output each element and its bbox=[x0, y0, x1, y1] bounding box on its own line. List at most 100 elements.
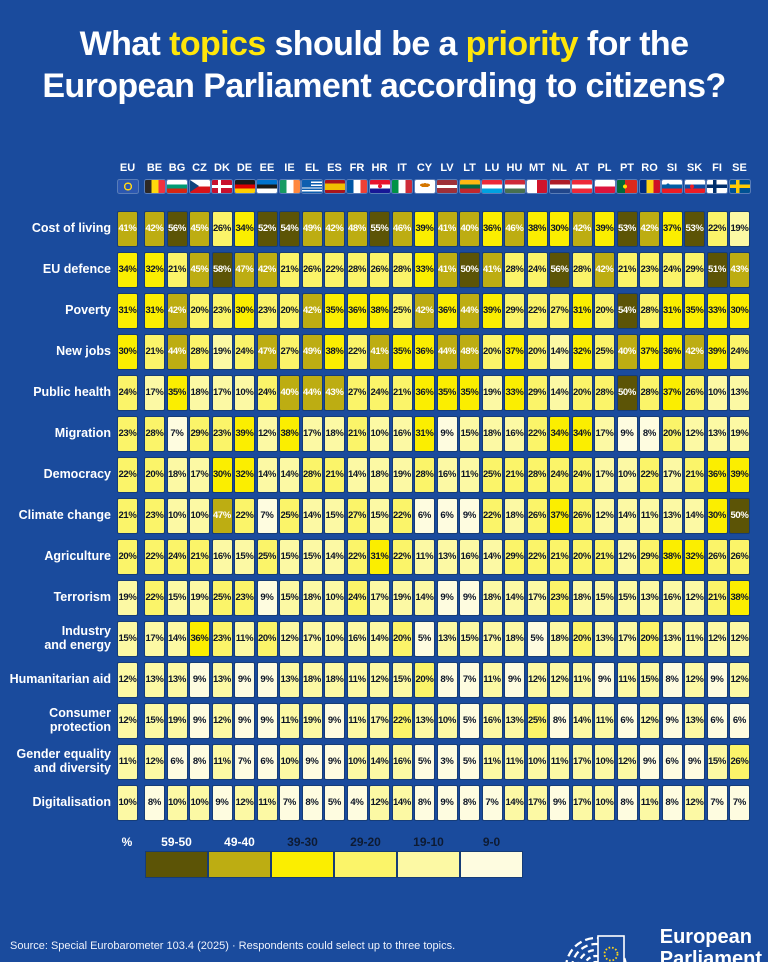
table-cell: 12% bbox=[594, 497, 615, 534]
table-cell: 27% bbox=[279, 333, 300, 370]
column-header-si: SI bbox=[662, 160, 683, 193]
table-cell: 15% bbox=[324, 497, 345, 534]
table-cell: 26% bbox=[729, 743, 750, 780]
table-cell: 34% bbox=[571, 415, 593, 452]
table-cell: 11% bbox=[616, 661, 638, 698]
country-code-label: EU bbox=[119, 161, 136, 174]
flag-ro-icon bbox=[639, 179, 660, 193]
table-cell: 21% bbox=[144, 333, 165, 370]
country-code-label: DE bbox=[236, 161, 253, 174]
column-header-el: EL bbox=[302, 160, 323, 193]
table-cell: 36% bbox=[414, 374, 435, 411]
table-cell: 18% bbox=[324, 415, 345, 452]
table-cell: 11% bbox=[549, 743, 570, 780]
table-cell: 22% bbox=[346, 538, 368, 575]
table-cell: 9% bbox=[594, 661, 615, 698]
table-cell: 10% bbox=[594, 743, 615, 780]
table-cell: 24% bbox=[661, 251, 683, 288]
country-code-label: EL bbox=[304, 161, 320, 174]
table-cell: 11% bbox=[504, 743, 525, 780]
table-cell: 15% bbox=[279, 579, 300, 616]
legend-bucket: 59-50 bbox=[145, 834, 208, 878]
table-cell: 12% bbox=[729, 661, 750, 698]
table-cell: 35% bbox=[684, 292, 705, 329]
country-code-label: NL bbox=[552, 161, 567, 174]
table-cell: 23% bbox=[117, 415, 138, 452]
row-label: Agriculture bbox=[44, 549, 111, 563]
table-cell: 13% bbox=[166, 661, 188, 698]
table-row: Terrorism 19% 22% 15% 19% 25% 23% 9% 15% 18% 10% 24… bbox=[0, 579, 768, 616]
table-cell: 14% bbox=[616, 497, 638, 534]
table-cell: 37% bbox=[661, 374, 683, 411]
column-header-sk: SK bbox=[684, 160, 705, 193]
table-cell: 12% bbox=[639, 702, 660, 739]
legend-bucket: 49-40 bbox=[208, 834, 271, 878]
table-cell: 12% bbox=[616, 538, 638, 575]
table-cell: 42% bbox=[144, 210, 165, 247]
table-cell: 14% bbox=[504, 784, 525, 821]
table-cell: 17% bbox=[594, 415, 615, 452]
table-cell: 23% bbox=[549, 579, 570, 616]
table-cell: 17% bbox=[369, 702, 390, 739]
table-cell: 31% bbox=[571, 292, 593, 329]
table-cell: 9% bbox=[504, 661, 525, 698]
table-cell: 15% bbox=[594, 579, 615, 616]
table-cell: 3% bbox=[436, 743, 458, 780]
table-cell: 20% bbox=[481, 333, 503, 370]
table-cell: 14% bbox=[256, 456, 278, 493]
european-parliament-logo: European Parliament bbox=[556, 918, 762, 962]
table-cell: 16% bbox=[436, 456, 458, 493]
table-cell: 9% bbox=[459, 579, 480, 616]
ep-logo-line1: European bbox=[659, 926, 752, 948]
table-cell: 29% bbox=[684, 251, 705, 288]
table-cell: 12% bbox=[684, 784, 705, 821]
legend-range-label: 59-50 bbox=[161, 834, 192, 849]
table-cell: 37% bbox=[639, 333, 660, 370]
table-cell: 38% bbox=[661, 538, 683, 575]
table-cell: 17% bbox=[144, 620, 165, 657]
heatmap-table: EU BE BG CZ DK DE EE IE EL ES FR HR IT CY LV LT LU HU MT NL… bbox=[0, 160, 768, 821]
country-code-label: PL bbox=[597, 161, 612, 174]
table-cell: 6% bbox=[616, 702, 638, 739]
hemicycle-icon bbox=[565, 935, 627, 962]
country-code-label: IE bbox=[284, 161, 295, 174]
table-cell: 19% bbox=[166, 702, 188, 739]
table-cell: 35% bbox=[459, 374, 480, 411]
flag-ie-icon bbox=[279, 179, 300, 193]
table-cell: 38% bbox=[526, 210, 548, 247]
table-cell: 36% bbox=[706, 456, 728, 493]
row-label: Digitalisation bbox=[32, 795, 111, 809]
column-header-bg: BG bbox=[167, 160, 188, 193]
table-cell: 13% bbox=[661, 497, 683, 534]
table-cell: 36% bbox=[414, 333, 435, 370]
table-cell: 7% bbox=[706, 784, 728, 821]
country-code-label: MT bbox=[529, 161, 545, 174]
table-cell: 44% bbox=[436, 333, 458, 370]
table-row: Industry and energy 15% 17% 14% 36% 23% 11% 20%… bbox=[0, 620, 768, 657]
table-cell: 5% bbox=[414, 743, 435, 780]
country-code-label: BE bbox=[146, 161, 163, 174]
table-cell: 12% bbox=[684, 415, 705, 452]
row-label: Consumer protection bbox=[49, 706, 111, 734]
table-cell: 20% bbox=[189, 292, 210, 329]
table-cell: 20% bbox=[526, 333, 548, 370]
table-cell: 39% bbox=[234, 415, 255, 452]
table-cell: 10% bbox=[526, 743, 548, 780]
row-label: Gender equality and diversity bbox=[16, 747, 111, 775]
table-cell: 30% bbox=[234, 292, 255, 329]
flag-lv-icon bbox=[437, 179, 457, 193]
table-cell: 24% bbox=[549, 456, 570, 493]
table-row: Democracy 22% 20% 18% 17% 30% 32% 14% 14% 28% 21% 1… bbox=[0, 456, 768, 493]
table-cell: 21% bbox=[166, 251, 188, 288]
table-cell: 47% bbox=[256, 333, 278, 370]
flag-el-icon bbox=[302, 179, 322, 193]
table-cell: 8% bbox=[459, 784, 480, 821]
table-cell: 16% bbox=[211, 538, 233, 575]
table-cell: 52% bbox=[256, 210, 278, 247]
table-cell: 25% bbox=[211, 579, 233, 616]
table-cell: 48% bbox=[346, 210, 368, 247]
table-cell: 24% bbox=[166, 538, 188, 575]
row-label: Cost of living bbox=[31, 221, 111, 235]
table-cell: 9% bbox=[189, 702, 210, 739]
column-header-eu: EU bbox=[117, 160, 138, 193]
